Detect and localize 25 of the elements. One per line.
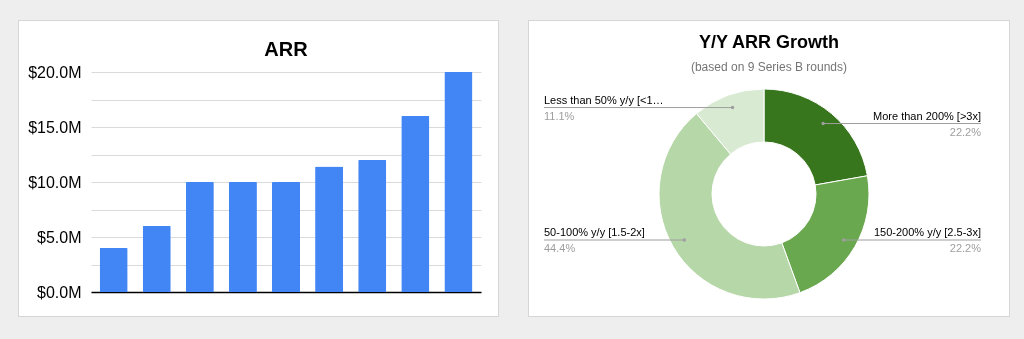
data-label: 44.4% (544, 242, 576, 254)
bar (185, 182, 214, 292)
slice-label: 50-100% y/y [1.5-2x] (544, 226, 645, 238)
slice-label: More than 200% [>3x] (873, 109, 981, 122)
chart-title: Y/Y ARR Growth (698, 32, 840, 52)
chart-subtitle: (based on 9 Series B rounds) (690, 60, 848, 74)
slice-label: Less than 50% y/y [<1… (544, 93, 664, 106)
bar (401, 116, 430, 292)
y-tick-label: $20.0M (28, 63, 82, 81)
bar (358, 160, 387, 292)
bar (99, 248, 128, 292)
y-tick-label: $10.0M (28, 173, 82, 191)
y-tick-label: $5.0M (37, 228, 82, 246)
data-label: 22.2% (949, 242, 982, 254)
data-label: 22.2% (949, 125, 982, 138)
bar (315, 166, 344, 292)
y-tick-label: $0.0M (37, 283, 82, 301)
y-tick-label: $15.0M (28, 118, 82, 136)
chart-title: ARR (264, 38, 309, 60)
slice-label: 150-200% y/y [2.5-3x] (873, 226, 981, 238)
data-label: 11.1% (544, 109, 575, 122)
bar (444, 72, 473, 292)
bar (271, 182, 301, 292)
bar (228, 182, 257, 292)
bar (142, 226, 171, 292)
